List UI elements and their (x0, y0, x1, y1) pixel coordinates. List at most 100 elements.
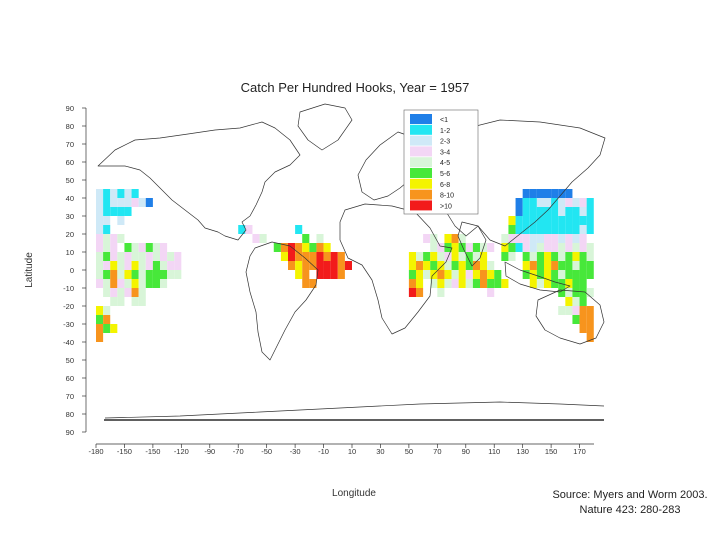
heatmap-cell (117, 198, 125, 207)
heatmap-cell (96, 207, 104, 216)
heatmap-cell (444, 234, 452, 243)
heatmap-cell (96, 189, 104, 198)
heatmap-cell (96, 306, 104, 315)
heatmap-cell (117, 279, 125, 288)
heatmap-cell (152, 270, 160, 279)
heatmap-cell (458, 243, 466, 252)
heatmap-cell (544, 189, 552, 198)
heatmap-cell (160, 270, 168, 279)
australia-outline (535, 289, 605, 345)
heatmap-cell (124, 243, 132, 252)
heatmap-cell (558, 261, 566, 270)
heatmap-cell (558, 225, 566, 234)
heatmap-cell (430, 234, 438, 243)
heatmap-cell (145, 252, 153, 261)
heatmap-cell (96, 234, 104, 243)
x-tick-label: -10 (318, 447, 329, 456)
heatmap-cell (160, 261, 168, 270)
heatmap-cell (152, 261, 160, 270)
heatmap-cell (280, 243, 288, 252)
heatmap-cell (124, 261, 132, 270)
y-tick-label: -40 (63, 338, 74, 347)
heatmap-cell (423, 252, 431, 261)
heatmap-cell (465, 243, 473, 252)
legend-label: >10 (440, 203, 452, 210)
heatmap-cell (551, 225, 559, 234)
heatmap-cell (430, 243, 438, 252)
legend-label: 2-3 (440, 139, 450, 146)
heatmap-cell (138, 288, 146, 297)
north-america-outline (97, 121, 301, 241)
heatmap-cell (110, 243, 118, 252)
heatmap-cell (302, 252, 310, 261)
x-tick-label: -120 (174, 447, 189, 456)
heatmap-cell (238, 225, 246, 234)
heatmap-cell (529, 279, 537, 288)
heatmap-cell (430, 279, 438, 288)
heatmap-cell (96, 315, 104, 324)
heatmap-cell (579, 288, 587, 297)
heatmap-cell (586, 288, 594, 297)
heatmap-cell (586, 243, 594, 252)
heatmap-cell (501, 243, 509, 252)
heatmap-cell (302, 270, 310, 279)
heatmap-cell (472, 243, 480, 252)
source-citation: Source: Myers and Worm 2003. Nature 423:… (540, 488, 720, 518)
heatmap-cell (110, 261, 118, 270)
heatmap-cell (437, 279, 445, 288)
chart-title: Catch Per Hundred Hooks, Year = 1957 (241, 80, 470, 95)
heatmap-cell (110, 297, 118, 306)
heatmap-cell (145, 243, 153, 252)
heatmap-cell (508, 216, 516, 225)
heatmap-cell (330, 261, 338, 270)
y-tick-label: -30 (63, 320, 74, 329)
heatmap-cell (572, 198, 580, 207)
heatmap-cell (586, 306, 594, 315)
y-tick-label: 20 (66, 230, 74, 239)
heatmap-cell (451, 270, 459, 279)
legend-swatch (410, 178, 432, 189)
heatmap-cell (110, 324, 118, 333)
heatmap-cell (565, 189, 573, 198)
source-line-1: Source: Myers and Worm 2003. (552, 489, 708, 501)
heatmap-cell (572, 261, 580, 270)
x-tick-label: 30 (376, 447, 384, 456)
heatmap-cell (579, 234, 587, 243)
heatmap-cell (416, 261, 424, 270)
heatmap-cell (295, 270, 303, 279)
heatmap-cell (565, 279, 573, 288)
heatmap-cell (480, 261, 488, 270)
legend-swatch (410, 114, 432, 124)
heatmap-cell (124, 252, 132, 261)
legend-swatch (410, 146, 432, 157)
heatmap-cell (117, 207, 125, 216)
heatmap-cell (558, 207, 566, 216)
heatmap-cell (273, 243, 281, 252)
y-tick-label: 50 (66, 176, 74, 185)
heatmap-cell (529, 234, 537, 243)
heatmap-cell (103, 306, 111, 315)
heatmap-cell (551, 207, 559, 216)
heatmap-cell (131, 270, 139, 279)
heatmap-cell (522, 270, 530, 279)
y-tick-label: 80 (66, 122, 74, 131)
heatmap-cell (259, 234, 267, 243)
heatmap-cell (565, 243, 573, 252)
heatmap-cell (103, 189, 111, 198)
legend-swatch (410, 200, 432, 211)
heatmap-cell (103, 252, 111, 261)
heatmap-cell (472, 270, 480, 279)
heatmap-cell (330, 252, 338, 261)
heatmap-cell (152, 243, 160, 252)
heatmap-cell (423, 270, 431, 279)
heatmap-cell (522, 243, 530, 252)
heatmap-cell (586, 270, 594, 279)
heatmap-cell (586, 198, 594, 207)
heatmap-cell (544, 279, 552, 288)
heatmap-cell (96, 279, 104, 288)
heatmap-cell (110, 234, 118, 243)
heatmap-cell (138, 279, 146, 288)
heatmap-cell (579, 243, 587, 252)
heatmap-cell (344, 261, 352, 270)
heatmap-cell (131, 279, 139, 288)
